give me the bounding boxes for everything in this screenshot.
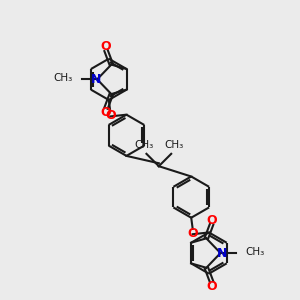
Text: N: N: [217, 247, 227, 260]
Text: O: O: [101, 106, 111, 119]
Text: N: N: [91, 73, 101, 86]
Text: O: O: [105, 109, 116, 122]
Text: O: O: [101, 40, 111, 53]
Text: CH₃: CH₃: [53, 73, 72, 83]
Text: CH₃: CH₃: [164, 140, 184, 150]
Text: CH₃: CH₃: [134, 140, 153, 150]
Text: CH₃: CH₃: [246, 247, 265, 257]
Text: O: O: [206, 280, 217, 292]
Text: O: O: [206, 214, 217, 226]
Text: O: O: [188, 227, 198, 240]
